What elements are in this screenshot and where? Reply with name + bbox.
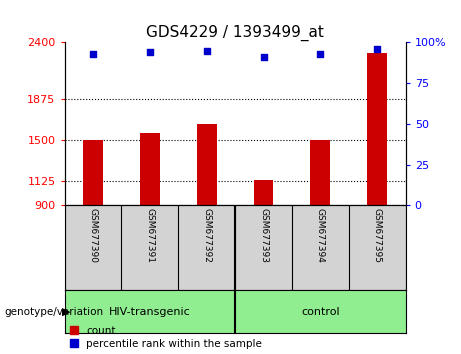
Point [203,48,210,53]
Text: GSM677395: GSM677395 [373,208,382,263]
Point [146,50,154,55]
Text: GSM677391: GSM677391 [145,208,154,263]
Point [260,54,267,60]
Text: ▶: ▶ [62,307,71,316]
Point [317,51,324,57]
Bar [83,140,103,205]
Text: HIV-transgenic: HIV-transgenic [109,307,191,316]
Text: genotype/variation: genotype/variation [5,307,104,316]
Bar [140,133,160,205]
Bar [367,53,387,205]
Bar [254,180,273,205]
Text: GSM677392: GSM677392 [202,208,211,263]
Point [373,46,381,52]
Point [89,51,97,57]
Text: GSM677393: GSM677393 [259,208,268,263]
Text: GSM677390: GSM677390 [89,208,97,263]
Text: GSM677394: GSM677394 [316,208,325,263]
Legend: count, percentile rank within the sample: count, percentile rank within the sample [70,326,262,349]
Text: control: control [301,307,340,316]
Bar [310,140,331,205]
Title: GDS4229 / 1393499_at: GDS4229 / 1393499_at [146,25,324,41]
Bar [197,124,217,205]
